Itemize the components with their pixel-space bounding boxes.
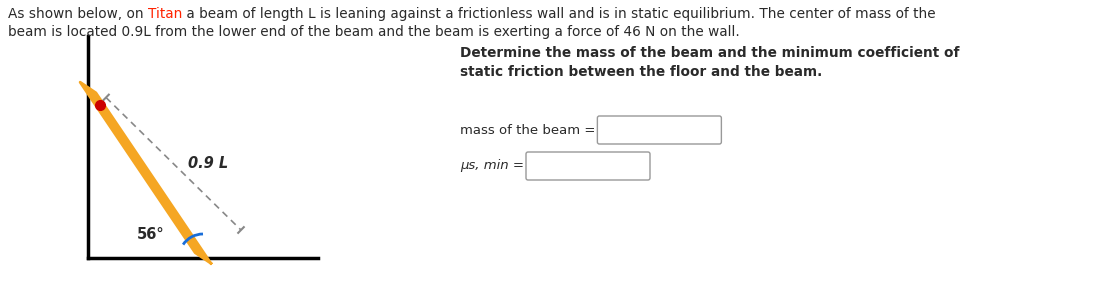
Text: Determine the mass of the beam and the minimum coefficient of
static friction be: Determine the mass of the beam and the m… xyxy=(460,46,959,79)
Polygon shape xyxy=(80,82,210,263)
Text: a beam of length L is leaning against a frictionless wall and is in static equil: a beam of length L is leaning against a … xyxy=(183,7,936,21)
Text: beam is located 0.9L from the lower end of the beam and the beam is exerting a f: beam is located 0.9L from the lower end … xyxy=(8,25,740,39)
Text: μs, min =: μs, min = xyxy=(460,159,524,173)
Text: 0.9 L: 0.9 L xyxy=(187,156,228,171)
Text: As shown below, on: As shown below, on xyxy=(8,7,148,21)
Text: 56°: 56° xyxy=(137,227,165,242)
FancyBboxPatch shape xyxy=(598,116,721,144)
Text: mass of the beam =: mass of the beam = xyxy=(460,123,595,136)
FancyBboxPatch shape xyxy=(526,152,650,180)
Text: Titan: Titan xyxy=(148,7,183,21)
